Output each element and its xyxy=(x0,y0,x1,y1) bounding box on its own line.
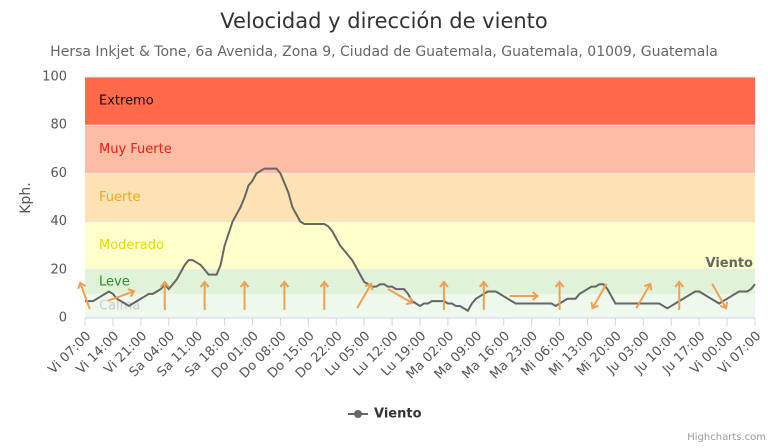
wind-barb-shape xyxy=(711,283,729,310)
wind-barb xyxy=(319,280,330,310)
plot-band xyxy=(85,173,755,222)
y-tick-label: 80 xyxy=(50,118,67,133)
wind-barb-shape xyxy=(439,280,449,310)
plot-band-label: Muy Fuerte xyxy=(99,142,172,157)
plot-band xyxy=(85,269,755,294)
wind-barb xyxy=(356,282,374,309)
wind-barb xyxy=(199,280,210,310)
y-tick-label: 100 xyxy=(42,70,67,85)
wind-barb-shape xyxy=(479,280,489,310)
wind-barb-shape xyxy=(159,280,170,310)
y-tick-label: 40 xyxy=(50,214,67,229)
plot-band-label: Leve xyxy=(99,274,130,289)
wind-barb xyxy=(554,280,565,310)
wind-barb xyxy=(77,281,91,310)
plot-band-label: Calma xyxy=(99,298,140,313)
wind-barb xyxy=(279,280,290,310)
wind-barb-shape xyxy=(674,280,685,310)
wind-barb xyxy=(387,288,414,305)
plot-band-label: Fuerte xyxy=(99,190,140,205)
legend-symbol xyxy=(354,410,362,418)
wind-barb-shape xyxy=(77,281,91,310)
credits: Highcharts.com xyxy=(687,432,766,443)
wind-barb xyxy=(239,280,250,310)
wind-barb-shape xyxy=(635,282,653,309)
chart-subtitle: Hersa Inkjet & Tone, 6a Avenida, Zona 9,… xyxy=(50,44,718,60)
wind-barb-shape xyxy=(356,282,374,309)
plot-band-label: Extremo xyxy=(99,94,154,109)
wind-barb xyxy=(159,280,170,310)
wind-barb-shape xyxy=(387,288,414,305)
series-line xyxy=(85,167,756,313)
plot-band xyxy=(85,77,755,126)
wind-barb-shape xyxy=(107,288,136,302)
wind-barb-shape xyxy=(554,280,565,310)
wind-barb xyxy=(711,283,729,310)
y-tick-label: 0 xyxy=(59,311,67,326)
wind-barb xyxy=(509,291,540,301)
wind-barb-shape xyxy=(199,280,210,310)
wind-barb xyxy=(439,280,449,310)
series-label: Viento xyxy=(705,256,753,271)
wind-barb xyxy=(107,288,136,302)
y-tick-label: 20 xyxy=(50,262,67,277)
plot-band-label: Moderado xyxy=(99,238,164,253)
wind-barb xyxy=(674,280,685,310)
y-tick-label: 60 xyxy=(50,166,67,181)
wind-barb-shape xyxy=(279,280,290,310)
wind-barb-shape xyxy=(319,280,330,310)
wind-barb-shape xyxy=(590,283,608,310)
wind-barb xyxy=(590,283,608,310)
legend-label: Viento xyxy=(374,407,422,422)
wind-barb xyxy=(479,280,489,310)
chart-title: Velocidad y dirección de viento xyxy=(220,9,548,33)
plot-band xyxy=(85,125,755,174)
wind-barb-shape xyxy=(239,280,250,310)
wind-barb-shape xyxy=(509,291,540,301)
wind-barb xyxy=(635,282,653,309)
y-axis-label: Kph. xyxy=(18,182,34,213)
